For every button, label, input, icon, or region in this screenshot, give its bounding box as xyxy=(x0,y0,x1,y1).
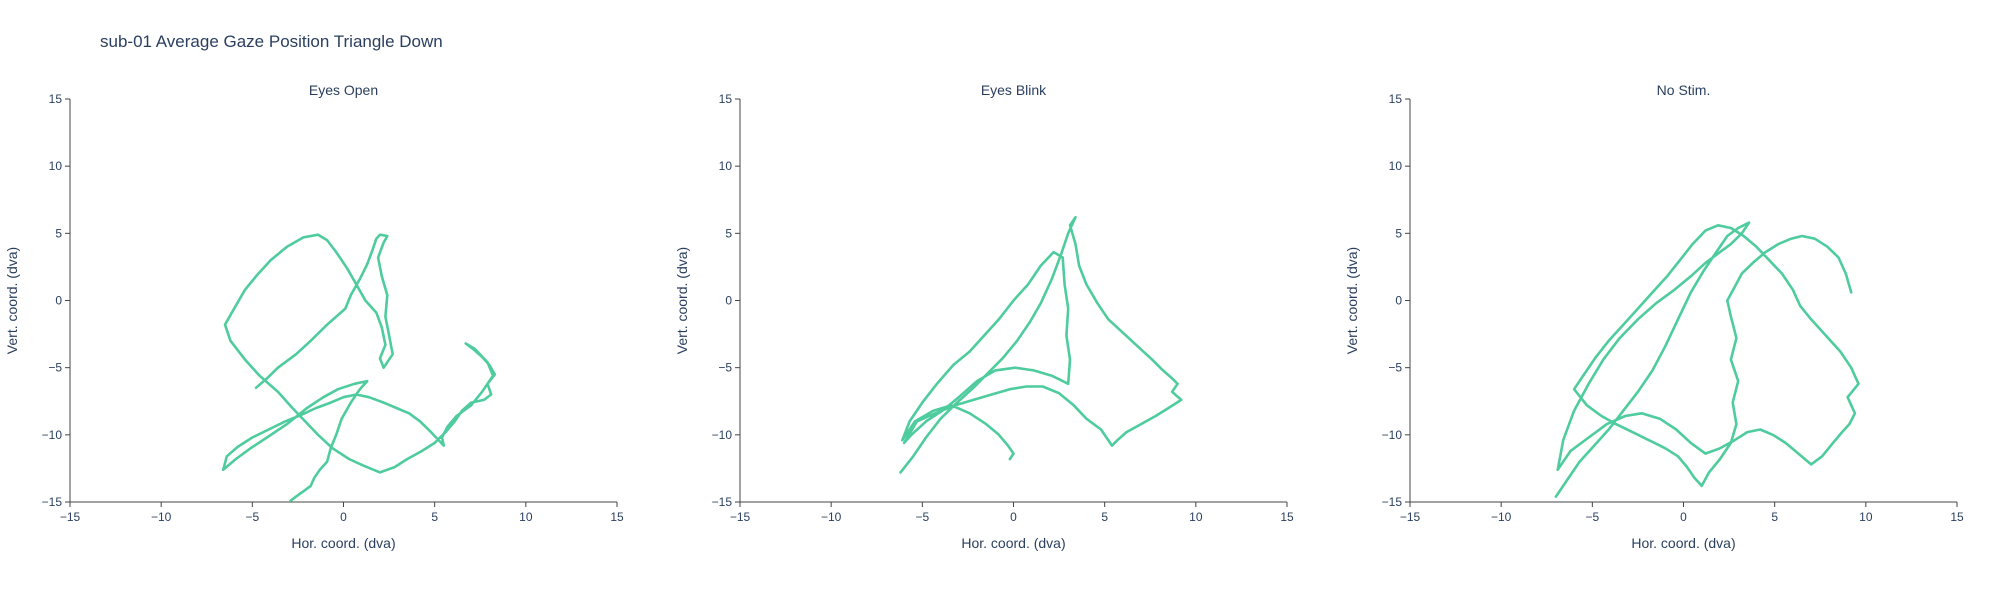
x-tick-label: 15 xyxy=(1280,510,1294,524)
subplot-3: No Stim. −15 −10 −5 0 5 10 15 −15 −10 −5 0 5 10 15 Hor.… xyxy=(1344,82,1964,551)
y-axis-label: Vert. coord. (dva) xyxy=(1344,247,1360,354)
y-tick-label: 10 xyxy=(1389,159,1403,173)
figure-title: sub-01 Average Gaze Position Triangle Do… xyxy=(100,32,443,51)
y-tick-label: −15 xyxy=(1382,495,1403,509)
x-tick-label: 10 xyxy=(1859,510,1873,524)
y-tick-label: 0 xyxy=(725,294,732,308)
x-tick-label: −10 xyxy=(821,510,842,524)
y-tick-label: 10 xyxy=(719,159,733,173)
y-tick-label: −5 xyxy=(718,361,732,375)
x-axis-label: Hor. coord. (dva) xyxy=(961,535,1065,551)
y-axis-label: Vert. coord. (dva) xyxy=(674,247,690,354)
y-axis-label: Vert. coord. (dva) xyxy=(4,247,20,354)
x-tick-label: 5 xyxy=(431,510,438,524)
x-tick-label: 5 xyxy=(1771,510,1778,524)
y-tick-label: 15 xyxy=(1389,92,1403,106)
y-tick-label: −10 xyxy=(1382,428,1403,442)
x-tick-label: 0 xyxy=(1680,510,1687,524)
x-tick-label: −15 xyxy=(1400,510,1421,524)
subplot-title: Eyes Open xyxy=(309,82,378,98)
y-tick-label: −10 xyxy=(712,428,733,442)
y-tick-label: −15 xyxy=(42,495,63,509)
y-tick-label: 0 xyxy=(1395,294,1402,308)
gaze-trace-line xyxy=(1554,221,1860,498)
y-tick-label: 10 xyxy=(49,159,63,173)
x-tick-label: −15 xyxy=(60,510,81,524)
y-tick-label: 5 xyxy=(1395,226,1402,240)
y-tick-label: 15 xyxy=(49,92,63,106)
x-tick-label: −5 xyxy=(915,510,929,524)
y-tick-label: 5 xyxy=(725,226,732,240)
x-tick-label: 0 xyxy=(1010,510,1017,524)
x-axis-label: Hor. coord. (dva) xyxy=(1631,535,1735,551)
gaze-trace-line xyxy=(899,215,1183,474)
x-tick-label: −10 xyxy=(151,510,172,524)
y-tick-label: 0 xyxy=(55,294,62,308)
y-tick-label: 5 xyxy=(55,226,62,240)
x-axis-label: Hor. coord. (dva) xyxy=(291,535,395,551)
y-tick-label: −15 xyxy=(712,495,733,509)
subplot-title: No Stim. xyxy=(1657,82,1711,98)
subplot-2: Eyes Blink −15 −10 −5 0 5 10 15 −15 −10 −5 0 5 10 15 Ho… xyxy=(674,82,1294,551)
x-tick-label: 15 xyxy=(610,510,624,524)
y-tick-label: −5 xyxy=(48,361,62,375)
subplot-1: Eyes Open −15 −10 −5 0 5 10 15 −15 −10 −5 0 5 10 15 Hor… xyxy=(4,82,624,551)
x-tick-label: 15 xyxy=(1950,510,1964,524)
x-tick-label: 5 xyxy=(1101,510,1108,524)
gaze-trace-line xyxy=(221,233,497,503)
y-tick-label: −10 xyxy=(42,428,63,442)
x-tick-label: −10 xyxy=(1491,510,1512,524)
x-tick-label: −5 xyxy=(245,510,259,524)
subplot-title: Eyes Blink xyxy=(981,82,1047,98)
x-tick-label: −5 xyxy=(1585,510,1599,524)
y-tick-label: 15 xyxy=(719,92,733,106)
x-tick-label: −15 xyxy=(730,510,751,524)
x-tick-label: 0 xyxy=(340,510,347,524)
x-tick-label: 10 xyxy=(1189,510,1203,524)
y-tick-label: −5 xyxy=(1388,361,1402,375)
x-tick-label: 10 xyxy=(519,510,533,524)
